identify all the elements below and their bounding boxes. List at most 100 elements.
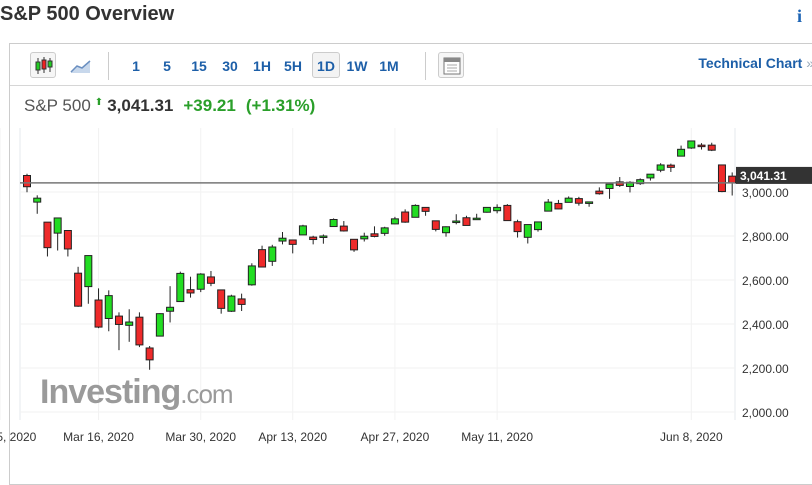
technical-chart-link[interactable]: Technical Chart »	[698, 55, 812, 71]
y-tick-label: 3,000.00	[742, 186, 789, 200]
candle-up	[442, 226, 451, 234]
candle-down	[513, 221, 522, 233]
watermark-logo: Investing.com	[40, 373, 233, 411]
up-arrow-icon: ⬆	[94, 97, 104, 108]
price-change: +39.21	[183, 96, 236, 115]
candle-down	[431, 220, 440, 230]
candle-up	[166, 306, 175, 312]
candle-up	[534, 221, 542, 231]
candle-up	[482, 206, 491, 213]
y-tick-label: 2,000.00	[742, 406, 789, 420]
chart-toolbar: 1 5 15 30 1H 5H 1D 1W 1M Technical Chart…	[10, 44, 812, 86]
candle-up	[493, 206, 502, 212]
candle-down	[94, 299, 103, 328]
candle-down	[288, 239, 297, 245]
candle-down	[43, 221, 52, 249]
x-tick-label: Mar 16, 2020	[63, 430, 134, 444]
candle-down	[186, 289, 195, 294]
info-icon[interactable]: i	[797, 6, 803, 26]
candle-up	[646, 173, 655, 179]
candle-up	[472, 217, 481, 221]
candle-up	[564, 197, 573, 203]
candle-up	[585, 201, 594, 204]
candle-down	[114, 315, 123, 325]
candle-up	[278, 237, 287, 242]
candle-down	[258, 249, 267, 268]
last-price-tag-label: 3,041.31	[740, 169, 787, 183]
toolbar-divider	[108, 52, 109, 80]
area-chart-icon[interactable]	[68, 52, 94, 78]
candle-up	[380, 227, 389, 234]
candle-up	[268, 246, 277, 262]
candle-up	[677, 148, 686, 157]
interval-1h[interactable]: 1H	[253, 58, 271, 74]
y-tick-label: 2,800.00	[742, 230, 789, 244]
candle-up	[360, 235, 369, 240]
candle-up	[155, 313, 164, 337]
quote-header: S&P 500 ⬆ 3,041.31 +39.21 (+1.31%)	[24, 96, 315, 116]
last-price: 3,041.31	[107, 96, 174, 115]
y-tick-label: 2,600.00	[742, 274, 789, 288]
panel-icon[interactable]	[438, 52, 464, 78]
candle-down	[421, 206, 430, 212]
candle-down	[339, 225, 348, 232]
candle-down	[707, 144, 716, 151]
candle-up	[687, 140, 696, 149]
candlestick-icon[interactable]	[30, 52, 56, 78]
candle-down	[206, 276, 215, 284]
interval-15[interactable]: 15	[191, 58, 207, 74]
candle-down	[401, 211, 410, 223]
candle-down	[135, 316, 144, 346]
candle-up	[33, 197, 42, 203]
candle-down	[728, 175, 737, 184]
candle-up	[656, 164, 665, 171]
candle-down	[237, 298, 246, 305]
page-title: S&P 500 Overview	[0, 3, 175, 25]
candle-down	[666, 164, 675, 168]
candle-up	[196, 273, 205, 290]
y-tick-label: 2,400.00	[742, 318, 789, 332]
candle-up	[125, 321, 134, 326]
candle-up	[104, 295, 113, 319]
candle-up	[411, 204, 420, 218]
candle-down	[145, 347, 154, 361]
candle-up	[319, 235, 328, 238]
x-tick-label: May 25, 2020	[0, 430, 37, 444]
candle-down	[74, 272, 83, 307]
candle-up	[247, 265, 256, 286]
double-chevron-icon: »	[806, 55, 812, 71]
candle-up	[84, 255, 93, 288]
x-tick-label: May 11, 2020	[461, 430, 533, 444]
candle-down	[503, 204, 512, 222]
x-tick-label: Apr 27, 2020	[361, 430, 430, 444]
interval-1[interactable]: 1	[132, 58, 140, 74]
interval-5[interactable]: 5	[163, 58, 171, 74]
interval-1m[interactable]: 1M	[379, 58, 399, 74]
x-tick-label: Mar 30, 2020	[165, 430, 236, 444]
toolbar-divider	[425, 52, 426, 80]
candle-down	[370, 233, 379, 237]
candle-up	[523, 224, 532, 238]
instrument-name: S&P 500	[24, 96, 91, 115]
candle-up	[390, 218, 399, 225]
candle-down	[309, 236, 318, 241]
candle-up	[176, 272, 185, 303]
candlestick-chart[interactable]: 2,000.00 2,200.00 2,400.00 2,600.00 2,800.00…	[0, 0, 812, 471]
candle-up	[227, 295, 236, 312]
price-change-percent: (+1.31%)	[245, 96, 316, 115]
candle-up	[452, 220, 461, 224]
candle-up	[53, 217, 62, 234]
candle-down	[350, 238, 359, 251]
candle-up	[329, 219, 338, 228]
x-tick-label: Apr 13, 2020	[258, 430, 327, 444]
candle-down	[595, 190, 604, 195]
last-price-tag	[736, 166, 812, 184]
interval-30[interactable]: 30	[222, 58, 238, 74]
interval-5h[interactable]: 5H	[284, 58, 302, 74]
interval-1w[interactable]: 1W	[346, 58, 368, 74]
candle-down	[554, 202, 563, 210]
candle-up	[605, 183, 614, 189]
interval-1d[interactable]: 1D	[312, 52, 340, 78]
candle-up	[544, 201, 553, 212]
chart-widget: 1 5 15 30 1H 5H 1D 1W 1M Technical Chart…	[9, 43, 812, 485]
